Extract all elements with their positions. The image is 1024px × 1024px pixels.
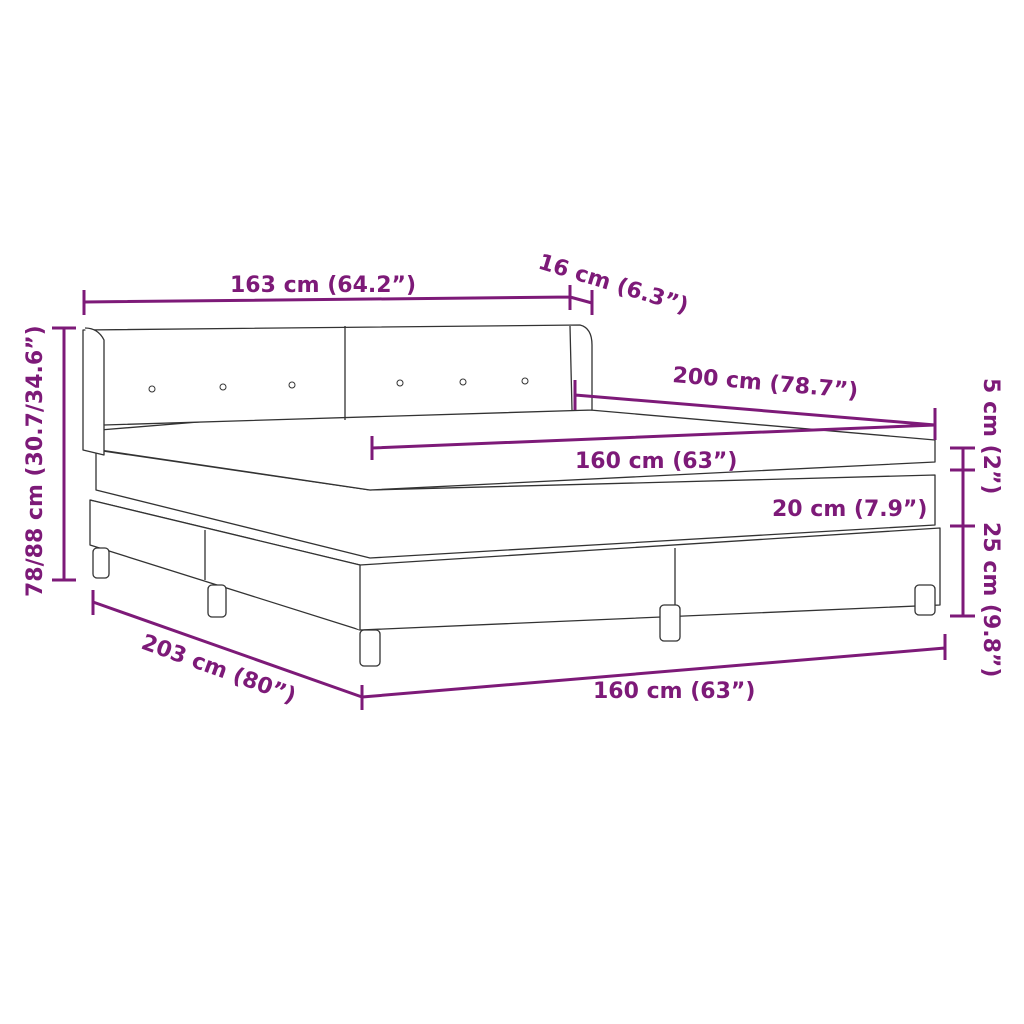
base-width-label: 160 cm (63”) <box>593 679 755 704</box>
dimension-lines <box>52 285 975 710</box>
bed-drawing <box>82 324 941 667</box>
topper-height-label: 5 cm (2”) <box>978 378 1003 494</box>
leg <box>207 584 227 618</box>
mattress-height-label: 20 cm (7.9”) <box>772 497 927 522</box>
total-height-label: 78/88 cm (30.7/34.6”) <box>23 325 48 597</box>
base-height-label: 25 cm (9.8”) <box>978 522 1003 677</box>
headboard-width-label: 163 cm (64.2”) <box>230 273 416 298</box>
leg <box>92 547 110 579</box>
headboard <box>82 324 593 456</box>
leg <box>359 629 381 667</box>
base-side <box>89 499 676 630</box>
tufting-buttons <box>148 377 529 393</box>
mattress-width-label: 160 cm (63”) <box>575 449 737 474</box>
headboard-panels <box>84 325 573 425</box>
leg <box>914 584 936 616</box>
total-length-label: 203 cm (80”) <box>138 630 299 709</box>
length-label: 200 cm (78.7”) <box>671 363 859 404</box>
leg <box>659 604 681 642</box>
headboard-depth-label: 16 cm (6.3”) <box>535 250 691 319</box>
